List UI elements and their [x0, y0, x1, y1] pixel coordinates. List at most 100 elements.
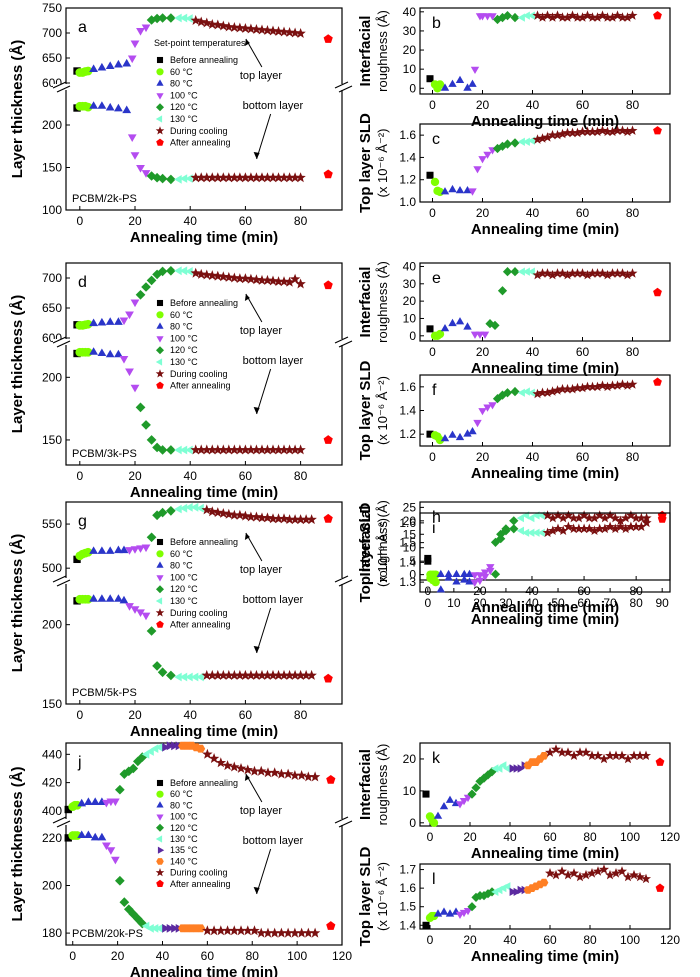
legend-item: 60 °C: [170, 67, 193, 77]
legend-item: During cooling: [170, 369, 228, 379]
data-point: [537, 268, 548, 278]
data-point: [552, 385, 563, 395]
data-point-bottom: [229, 444, 240, 455]
data-point: [436, 569, 445, 577]
data-point: [612, 125, 623, 135]
panel-letter: g: [78, 513, 87, 530]
data-point-bottom: [174, 672, 182, 682]
data-point: [537, 133, 548, 143]
data-point-bottom: [146, 626, 157, 636]
data-point-bottom: [284, 172, 295, 183]
data-point: [492, 14, 503, 25]
y-tick-label: 700: [42, 271, 62, 285]
data-point: [582, 381, 593, 392]
plot-frame: [419, 262, 671, 342]
legend-item: Before annealing: [170, 537, 238, 547]
x-tick-label: 10: [447, 596, 461, 610]
data-point-top: [295, 28, 306, 38]
data-point-bottom: [306, 669, 317, 680]
legend-marker: [156, 538, 164, 546]
data-point: [551, 869, 561, 880]
data-point: [463, 908, 473, 916]
annotation-top-layer: top layer: [240, 805, 283, 817]
data-point: [455, 75, 465, 83]
data-point: [563, 521, 574, 532]
data-point: [629, 869, 639, 880]
data-point: [527, 513, 535, 523]
panel-letter: a: [78, 19, 87, 36]
data-point-bottom: [208, 925, 220, 936]
data-point: [465, 577, 474, 585]
annotation-arrowhead: [244, 774, 250, 781]
data-point-bottom: [282, 927, 294, 938]
axis-break-gap: [53, 819, 71, 825]
data-point-bottom: [229, 925, 240, 936]
x-tick-label: 20: [111, 949, 125, 963]
data-point-top: [215, 757, 227, 768]
data-point-top: [141, 24, 151, 33]
legend-item: After annealing: [170, 879, 231, 889]
y-tick-label: 1.6: [399, 881, 416, 895]
data-point-top: [185, 502, 193, 512]
data-point-bottom: [141, 170, 151, 178]
data-point-top: [218, 508, 229, 518]
data-point-top: [152, 13, 162, 24]
legend-item: 130 °C: [170, 114, 198, 124]
data-point: [527, 11, 535, 20]
data-point: [516, 513, 524, 523]
data-point-bottom: [84, 830, 93, 838]
x-tick-label: 20: [128, 214, 142, 228]
data-point-bottom: [157, 667, 168, 678]
data-point-top: [212, 19, 223, 30]
annotation-top-layer: top layer: [240, 70, 283, 82]
data-point: [592, 12, 603, 22]
data-point: [430, 177, 440, 187]
data-point: [594, 523, 605, 534]
data-point: [653, 11, 662, 20]
data-point-top: [289, 27, 301, 38]
data-point-top: [245, 23, 257, 34]
annotation-top-layer: top layer: [240, 564, 283, 576]
legend-marker: [156, 322, 164, 329]
data-point: [517, 388, 525, 397]
y-tick-label: 200: [42, 118, 62, 132]
data-point: [486, 567, 495, 576]
legend-marker: [156, 585, 164, 594]
legend-item: 120 °C: [170, 102, 198, 112]
axis-break-mark: [334, 575, 349, 583]
data-point-top: [278, 26, 290, 37]
x-tick-label: 20: [463, 933, 477, 947]
data-point-top: [289, 770, 301, 780]
data-point-top: [229, 272, 240, 283]
data-point-bottom: [218, 172, 229, 183]
data-point-bottom: [152, 661, 162, 671]
data-point-bottom: [267, 172, 279, 183]
data-point-bottom: [207, 669, 218, 680]
data-point: [587, 868, 597, 878]
data-point: [547, 129, 558, 140]
data-point: [510, 12, 520, 23]
x-tick-label: 60: [576, 98, 590, 112]
data-point-top: [300, 514, 312, 525]
data-point-top: [212, 507, 223, 518]
plot-frame: [419, 501, 671, 581]
data-point: [435, 80, 445, 89]
data-point-top: [269, 767, 280, 778]
data-point-bottom: [97, 594, 107, 602]
data-point-top: [251, 24, 262, 34]
y-tick-label: 1.4: [399, 555, 416, 569]
data-point: [463, 186, 472, 194]
axis-break-mark: [56, 85, 71, 93]
data-point-top: [166, 741, 175, 751]
data-point-top: [207, 270, 218, 281]
panel-letter: d: [78, 274, 87, 291]
data-point-bottom: [218, 444, 229, 455]
data-point: [615, 521, 626, 532]
data-point: [577, 382, 588, 393]
plot-frame: [419, 123, 671, 203]
data-point-bottom: [111, 856, 120, 865]
sample-label: PCBM/5k-PS: [72, 687, 137, 699]
data-point-bottom: [105, 349, 115, 358]
data-point-bottom: [133, 914, 143, 924]
legend-marker: [155, 608, 165, 617]
